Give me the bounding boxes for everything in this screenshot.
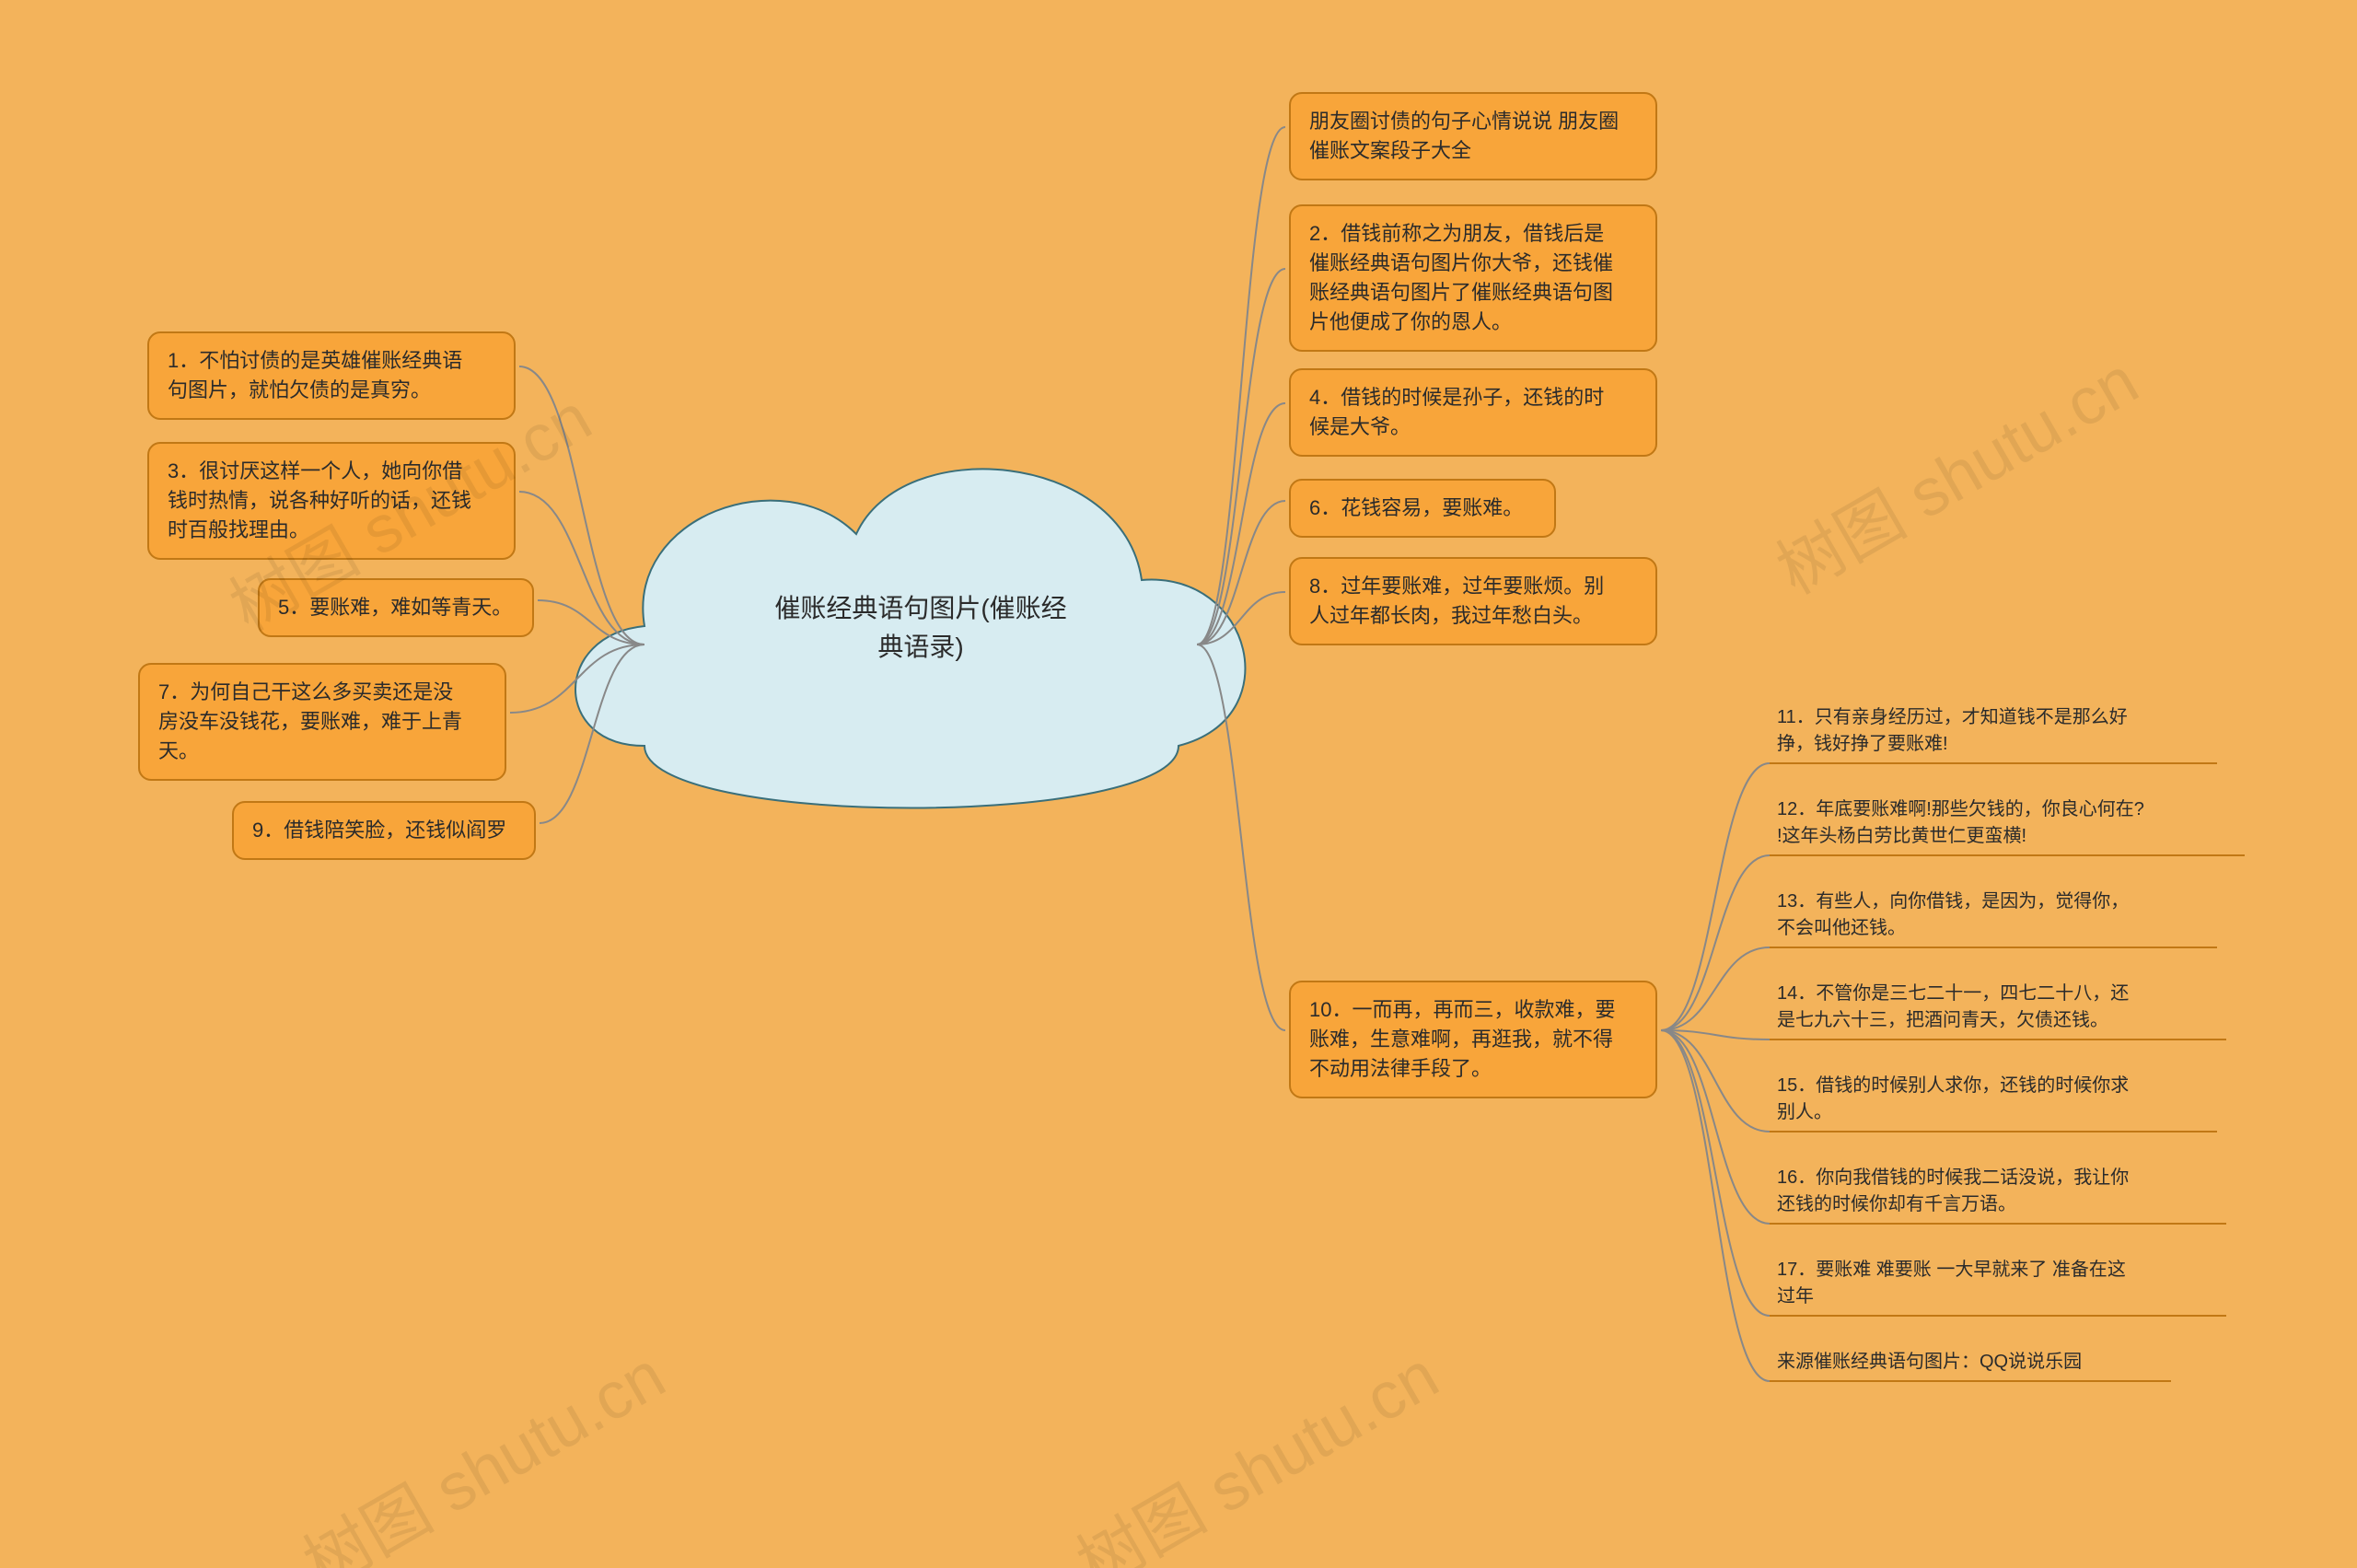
mindmap-node-l3[interactable]: 3．很讨厌这样一个人，她向你借钱时热情，说各种好听的话，还钱时百般找理由。 xyxy=(147,442,516,560)
connector-layer xyxy=(0,0,2357,1568)
mindmap-node-r4[interactable]: 4．借钱的时候是孙子，还钱的时候是大爷。 xyxy=(1289,368,1657,457)
mindmap-leaf-c14[interactable]: 14．不管你是三七二十一，四七二十八，还是七九六十三，把酒问青天，欠债还钱。 xyxy=(1777,981,2219,1034)
watermark: 树图 shutu.cn xyxy=(1757,328,2153,612)
mindmap-node-l1[interactable]: 1．不怕讨债的是英雄催账经典语句图片，就怕欠债的是真穷。 xyxy=(147,331,516,420)
mindmap-leaf-c16[interactable]: 16．你向我借钱的时候我二话没说，我让你还钱的时候你却有千言万语。 xyxy=(1777,1165,2219,1218)
mindmap-leaf-c11[interactable]: 11．只有亲身经历过，才知道钱不是那么好挣，钱好挣了要账难! xyxy=(1777,704,2210,758)
mindmap-node-r2[interactable]: 2．借钱前称之为朋友，借钱后是催账经典语句图片你大爷，还钱催账经典语句图片了催账… xyxy=(1289,204,1657,352)
watermark: 树图 shutu.cn xyxy=(1057,1322,1453,1568)
mindmap-node-l5[interactable]: 5．要账难，难如等青天。 xyxy=(258,578,534,637)
center-node-label: 催账经典语句图片(催账经典语录) xyxy=(755,589,1086,667)
mindmap-leaf-c12[interactable]: 12．年底要账难啊!那些欠钱的，你良心何在?!这年头杨白劳比黄世仁更蛮横! xyxy=(1777,796,2237,850)
mindmap-node-r8[interactable]: 8．过年要账难，过年要账烦。别人过年都长肉，我过年愁白头。 xyxy=(1289,557,1657,645)
mindmap-node-l7[interactable]: 7．为何自己干这么多买卖还是没房没车没钱花，要账难，难于上青天。 xyxy=(138,663,506,781)
mindmap-leaf-csrc[interactable]: 来源催账经典语句图片：QQ说说乐园 xyxy=(1777,1349,2164,1376)
mindmap-node-l9[interactable]: 9．借钱陪笑脸，还钱似阎罗 xyxy=(232,801,536,860)
mindmap-node-r_a[interactable]: 朋友圈讨债的句子心情说说 朋友圈催账文案段子大全 xyxy=(1289,92,1657,180)
mindmap-leaf-c15[interactable]: 15．借钱的时候别人求你，还钱的时候你求别人。 xyxy=(1777,1073,2210,1126)
mindmap-leaf-c17[interactable]: 17．要账难 难要账 一大早就来了 准备在这过年 xyxy=(1777,1257,2219,1310)
watermark: 树图 shutu.cn xyxy=(284,1322,679,1568)
mindmap-node-r6[interactable]: 6．花钱容易，要账难。 xyxy=(1289,479,1556,538)
mindmap-leaf-c13[interactable]: 13．有些人，向你借钱，是因为，觉得你，不会叫他还钱。 xyxy=(1777,889,2210,942)
mindmap-node-r10[interactable]: 10．一而再，再而三，收款难，要账难，生意难啊，再逛我，就不得不动用法律手段了。 xyxy=(1289,981,1657,1098)
